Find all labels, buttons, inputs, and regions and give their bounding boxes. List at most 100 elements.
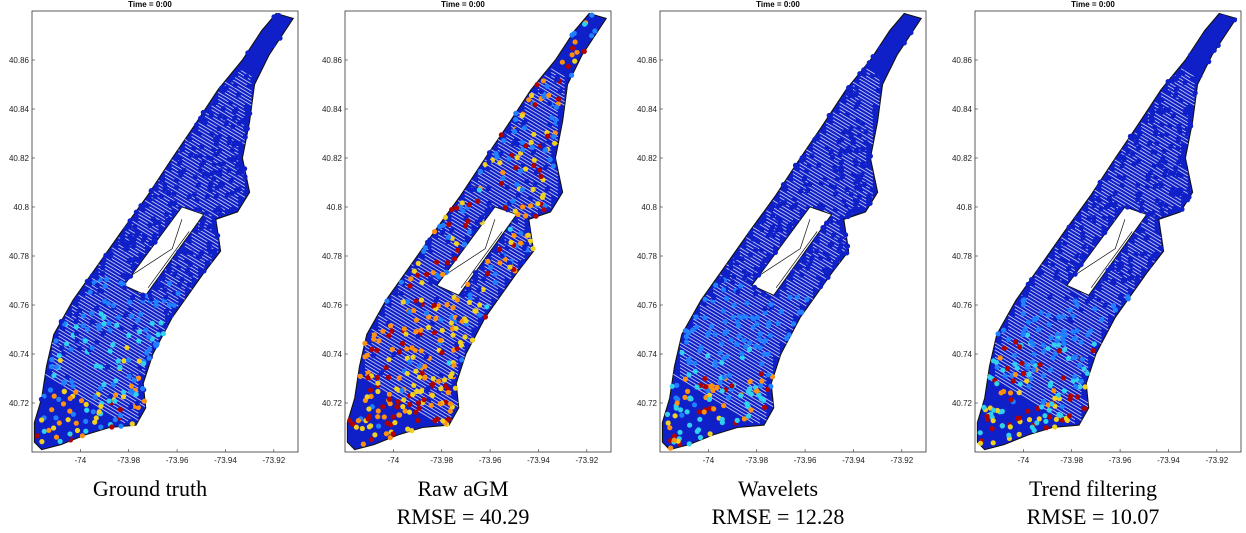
data-point (1081, 244, 1087, 250)
street-line (530, 95, 559, 113)
data-point (1182, 110, 1188, 117)
data-point (121, 285, 128, 291)
data-point (817, 284, 824, 290)
data-point (1158, 183, 1164, 189)
street-line (1001, 328, 1082, 378)
data-point (1015, 415, 1021, 421)
data-point (166, 280, 173, 286)
street-line (1101, 190, 1155, 224)
street-line (484, 159, 552, 201)
data-point (818, 181, 824, 187)
data-point (136, 375, 142, 381)
data-point (791, 321, 797, 327)
data-point (476, 187, 482, 193)
data-point (695, 427, 702, 433)
data-point (472, 186, 478, 192)
data-point (856, 125, 862, 131)
data-point (765, 294, 772, 300)
street-line (1140, 133, 1182, 158)
data-point (701, 409, 707, 415)
data-point (532, 102, 538, 108)
data-point (198, 225, 204, 231)
data-point (1045, 345, 1051, 352)
data-point (433, 315, 439, 321)
data-point (1098, 206, 1104, 212)
data-point (748, 391, 754, 397)
data-point (858, 187, 864, 193)
data-point (685, 388, 691, 394)
data-point (501, 137, 507, 144)
data-point (1180, 70, 1186, 76)
data-point (74, 427, 81, 434)
data-point (1053, 416, 1059, 422)
data-point (124, 246, 130, 252)
data-point (908, 23, 914, 29)
data-point (569, 72, 575, 78)
data-point (99, 265, 105, 271)
data-point (507, 264, 513, 270)
data-point (1106, 195, 1113, 201)
data-point (725, 274, 731, 280)
data-point (128, 383, 134, 389)
data-point (59, 345, 65, 351)
street-line (204, 115, 246, 141)
data-point (872, 109, 878, 115)
data-point (423, 354, 429, 360)
data-point (668, 445, 674, 451)
data-point (387, 401, 393, 407)
data-point (1150, 149, 1156, 155)
data-point (175, 264, 182, 270)
data-point (131, 256, 137, 263)
data-point (140, 295, 146, 301)
data-point (1017, 381, 1023, 387)
data-point (1144, 184, 1150, 190)
street-line (384, 304, 465, 355)
data-point (80, 313, 86, 319)
street-line (530, 91, 559, 109)
street-line (994, 353, 1082, 407)
data-point (234, 162, 240, 168)
data-point (186, 282, 192, 288)
data-point (761, 339, 767, 345)
data-point (706, 396, 712, 402)
data-point (109, 424, 115, 430)
data-point (1096, 297, 1102, 303)
street-line (1014, 304, 1095, 355)
park-road (758, 219, 818, 289)
data-point (89, 310, 95, 316)
data-point (541, 94, 547, 100)
data-point (1106, 175, 1112, 181)
data-point (241, 117, 247, 123)
data-point (215, 233, 221, 239)
data-point (461, 241, 468, 247)
data-point (431, 330, 437, 336)
data-point (1110, 303, 1117, 309)
street-line (1014, 308, 1095, 358)
data-point (804, 296, 810, 302)
data-point (243, 189, 249, 195)
data-point (87, 289, 93, 295)
data-point (494, 154, 500, 160)
data-point (47, 387, 54, 393)
data-point (1052, 395, 1058, 401)
data-point (121, 358, 127, 364)
data-point (415, 334, 421, 340)
data-point (1177, 129, 1183, 135)
data-point (1004, 365, 1011, 372)
data-point (1067, 307, 1073, 313)
data-point (853, 85, 859, 91)
data-point (445, 238, 451, 244)
street-line (686, 328, 767, 378)
data-point (807, 261, 813, 267)
data-point (224, 192, 230, 198)
street-line (719, 277, 794, 324)
data-point (413, 409, 419, 415)
data-point (523, 166, 529, 172)
data-point (144, 350, 150, 356)
street-line (537, 92, 559, 106)
data-point (277, 35, 283, 41)
data-point (208, 112, 215, 118)
data-point (213, 152, 219, 158)
data-point (162, 287, 168, 293)
data-point (368, 393, 374, 399)
